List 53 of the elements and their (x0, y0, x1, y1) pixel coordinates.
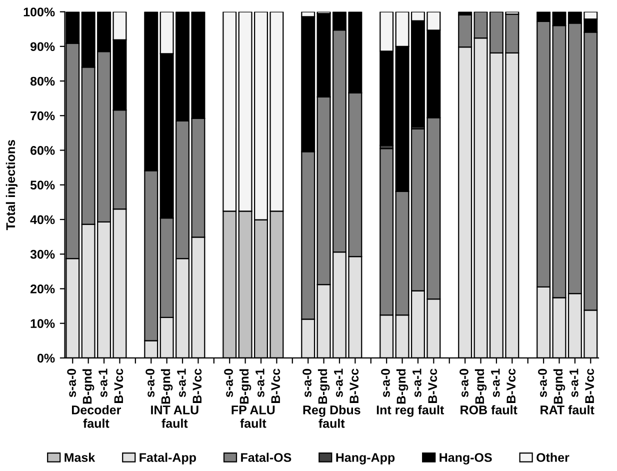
x-tick-label: B-Vcc (350, 368, 359, 403)
x-tick-label: B-gnd (318, 369, 330, 404)
x-tick-label: s-a-0 (302, 368, 312, 398)
x-tick-label: s-a-1 (570, 368, 578, 398)
y-tick-label: 80% (30, 76, 55, 86)
x-tick-label: B-gnd (160, 369, 173, 404)
y-axis-title: Total injections (6, 140, 18, 230)
x-tick-label: B-Vcc (192, 368, 202, 403)
x-tick-label: B-gnd (239, 369, 252, 404)
x-tick-label: s-a-1 (98, 368, 108, 398)
legend-label: Fatal-OS (241, 452, 292, 462)
legend-label: Mask (64, 452, 96, 462)
text: Int reg fault (376, 405, 444, 417)
text: Reg Dbus fault (303, 405, 360, 428)
text: Decoder fault (72, 405, 121, 428)
x-tick-label: B-gnd (474, 369, 487, 404)
y-tick-label: 50% (30, 180, 55, 190)
text: ROB fault (460, 405, 518, 414)
legend-label: Fatal-App (140, 452, 196, 464)
x-tick-label: s-a-1 (491, 368, 500, 398)
x-tick-label: s-a-0 (146, 368, 154, 398)
x-tick-label: s-a-0 (381, 368, 390, 398)
x-tick-label: B-Vcc (114, 368, 124, 403)
x-tick-label: B-Vcc (506, 368, 516, 403)
legend-label: Other (536, 452, 570, 462)
legend-label: Hang-App (336, 453, 395, 464)
y-tick-label: 60% (30, 146, 55, 155)
text: RAT fault (540, 405, 594, 414)
x-tick-label: s-a-1 (334, 368, 343, 398)
x-tick-label: B-Vcc (428, 368, 438, 403)
y-tick-label: 0% (37, 354, 55, 363)
y-tick-label: 40% (30, 215, 55, 224)
y-tick-label: 70% (30, 111, 55, 120)
x-tick-label: s-a-1 (412, 368, 422, 398)
y-tick-label: 90% (30, 42, 55, 52)
y-tick-label: 20% (30, 284, 55, 294)
text: FP ALU fault (232, 406, 275, 428)
x-tick-label: s-a-0 (460, 368, 468, 398)
x-tick-label: s-a-1 (256, 368, 264, 398)
legend-label: Hang-OS (440, 453, 492, 464)
y-tick-label: 100% (24, 8, 55, 16)
x-tick-label: B-gnd (553, 369, 566, 404)
x-tick-label: s-a-0 (538, 368, 547, 398)
x-tick-label: B-Vcc (271, 368, 280, 403)
x-tick-label: B-gnd (82, 369, 94, 404)
x-tick-label: B-Vcc (585, 368, 594, 403)
x-tick-label: B-gnd (396, 369, 408, 404)
x-tick-label: s-a-0 (224, 368, 233, 398)
text: INT ALU fault (151, 406, 198, 428)
x-tick-label: s-a-1 (177, 368, 186, 398)
y-tick-label: 30% (30, 250, 55, 259)
y-tick-label: 10% (30, 319, 55, 328)
x-tick-label: s-a-0 (67, 368, 76, 398)
